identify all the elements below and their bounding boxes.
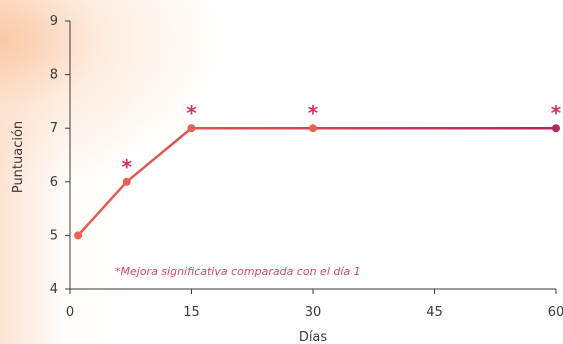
y-tick-label: 7: [50, 121, 58, 136]
significance-marker: *: [308, 101, 319, 125]
data-point: [122, 177, 131, 186]
significance-marker: *: [121, 155, 132, 179]
significance-marker: *: [551, 101, 562, 125]
significance-marker: *: [186, 101, 197, 125]
series-line: [77, 126, 556, 237]
data-point: [552, 124, 560, 133]
y-tick-label: 9: [50, 14, 58, 29]
significance-note: *Mejora significativa comparada con el d…: [115, 265, 361, 278]
y-tick-label: 4: [50, 282, 58, 297]
y-axis-label: Puntuación: [11, 121, 26, 193]
y-tick-label: 8: [50, 68, 58, 83]
x-tick-label: 0: [66, 305, 74, 320]
data-point: [74, 231, 83, 240]
y-tick-label: 5: [50, 228, 58, 243]
x-tick-label: 30: [305, 305, 322, 320]
x-axis-label: Días: [299, 330, 328, 344]
data-point: [309, 124, 317, 133]
x-tick-label: 15: [183, 305, 200, 320]
x-tick-label: 45: [426, 305, 443, 320]
y-tick-label: 6: [50, 175, 58, 190]
data-point: [187, 124, 196, 133]
x-tick-label: 60: [548, 305, 563, 320]
